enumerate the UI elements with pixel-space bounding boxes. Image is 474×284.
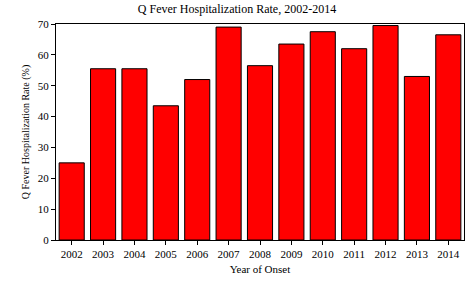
svg-text:2013: 2013: [406, 248, 429, 260]
svg-text:Year of Onset: Year of Onset: [230, 263, 291, 275]
svg-text:2008: 2008: [249, 248, 272, 260]
svg-text:2010: 2010: [312, 248, 335, 260]
svg-text:50: 50: [38, 80, 50, 92]
svg-text:2006: 2006: [186, 248, 209, 260]
svg-text:0: 0: [43, 234, 49, 246]
svg-text:2004: 2004: [123, 248, 146, 260]
svg-text:Q Fever Hospitalization Rate,: Q Fever Hospitalization Rate, 2002-2014: [138, 2, 336, 16]
svg-text:2014: 2014: [437, 248, 460, 260]
svg-text:70: 70: [38, 18, 50, 30]
svg-text:2002: 2002: [61, 248, 83, 260]
svg-text:2012: 2012: [375, 248, 397, 260]
svg-text:2011: 2011: [343, 248, 365, 260]
svg-text:40: 40: [38, 110, 50, 122]
svg-text:20: 20: [38, 172, 50, 184]
svg-text:2003: 2003: [92, 248, 115, 260]
svg-text:10: 10: [38, 203, 50, 215]
svg-text:2005: 2005: [155, 248, 178, 260]
svg-text:2009: 2009: [280, 248, 303, 260]
svg-text:2007: 2007: [218, 248, 241, 260]
svg-text:60: 60: [38, 49, 50, 61]
svg-text:Q Fever Hospitalization Rate (: Q Fever Hospitalization Rate (%): [20, 65, 32, 199]
svg-text:30: 30: [38, 141, 50, 153]
